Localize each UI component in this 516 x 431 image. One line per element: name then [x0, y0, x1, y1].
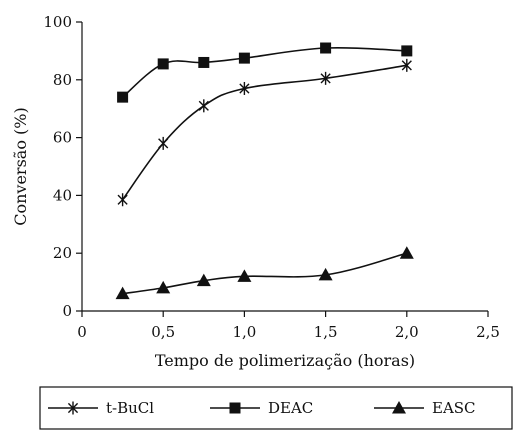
triangle-marker — [392, 401, 406, 414]
star-marker-stroke — [239, 83, 250, 94]
square-marker — [198, 56, 210, 68]
square-marker — [117, 91, 129, 103]
star-marker — [239, 81, 250, 95]
series-deac — [117, 42, 413, 103]
triangle-marker — [237, 269, 252, 282]
star-marker — [320, 71, 331, 85]
star-marker — [67, 401, 79, 415]
y-axis-title: Conversão (%) — [11, 107, 30, 226]
star-marker — [158, 136, 169, 150]
legend-label: DEAC — [268, 399, 313, 417]
star-marker-stroke — [198, 100, 209, 111]
series-t-bucl — [117, 58, 412, 207]
square-marker — [320, 42, 332, 54]
star-marker-stroke — [158, 138, 169, 149]
x-tick-label: 1,5 — [314, 323, 338, 341]
x-tick-label: 0,5 — [151, 323, 175, 341]
square-marker — [157, 58, 169, 70]
star-marker — [117, 193, 128, 207]
legend-item: DEAC — [210, 399, 313, 417]
square-marker — [229, 402, 241, 414]
legend-label: t-BuCl — [106, 399, 154, 417]
x-tick-label: 0 — [77, 323, 87, 341]
series-line — [121, 64, 407, 201]
chart-ticks: 0 0,5 1,0 1,5 2,0 2,5 0 20 40 60 80 100 — [43, 13, 500, 341]
x-tick-label: 2,0 — [395, 323, 419, 341]
y-tick-label: 100 — [43, 13, 72, 31]
legend-item: t-BuCl — [48, 399, 154, 417]
star-marker-stroke — [117, 194, 128, 205]
y-tick-label: 60 — [53, 129, 72, 147]
square-marker — [238, 52, 250, 64]
series-easc — [115, 246, 414, 300]
triangle-marker — [196, 273, 211, 287]
legend-label: EASC — [432, 399, 476, 417]
y-tick-label: 80 — [53, 71, 72, 89]
y-tick-label: 40 — [53, 186, 72, 204]
x-axis-title: Tempo de polimerização (horas) — [155, 351, 415, 370]
triangle-marker — [115, 286, 130, 300]
legend-box — [39, 386, 513, 430]
square-marker — [401, 45, 413, 57]
triangle-marker — [156, 280, 171, 294]
star-marker-stroke — [320, 73, 331, 84]
chart-legend: t-BuCl DEAC EASC — [39, 386, 513, 430]
x-tick-label: 1,0 — [232, 323, 256, 341]
y-tick-label: 20 — [53, 244, 72, 262]
triangle-marker — [399, 246, 414, 259]
star-marker — [198, 99, 209, 113]
chart-series — [115, 42, 414, 300]
star-marker — [401, 58, 412, 72]
x-tick-label: 2,5 — [476, 323, 500, 341]
star-marker-stroke — [67, 402, 79, 414]
legend-item: EASC — [374, 399, 476, 417]
chart-axes — [81, 22, 488, 312]
triangle-marker — [318, 267, 333, 281]
y-tick-label: 0 — [62, 302, 72, 320]
star-marker-stroke — [401, 60, 412, 71]
